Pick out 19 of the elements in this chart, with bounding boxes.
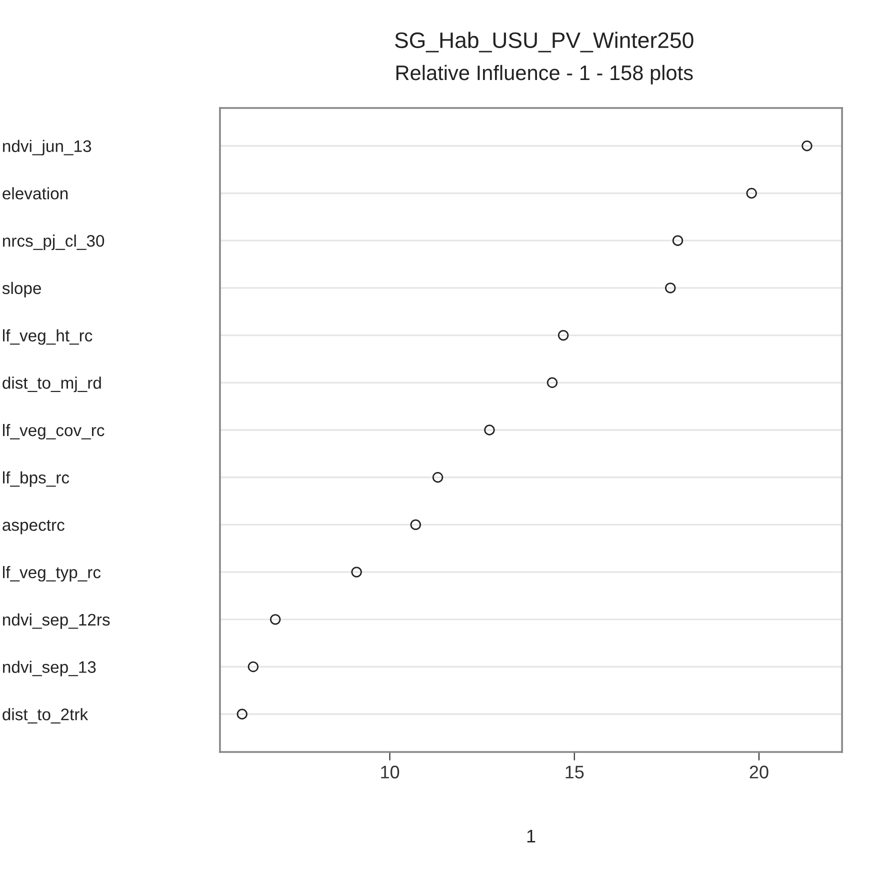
y-tick-label: lf_bps_rc (3, 471, 70, 487)
y-tick-label: ndvi_sep_13 (3, 660, 96, 676)
y-tick-label: ndvi_sep_12rs (3, 613, 110, 629)
y-tick-label: lf_veg_typ_rc (3, 566, 101, 582)
y-tick-label: nrcs_pj_cl_30 (3, 234, 104, 250)
x-tick-label: 20 (750, 766, 768, 778)
y-tick-label: aspectrc (2, 520, 64, 534)
chart-subtitle: Relative Influence - 1 - 158 plots (396, 64, 693, 84)
chart-title: SG_Hab_USU_PV_Winter250 (395, 32, 694, 52)
y-tick-label: lf_veg_cov_rc (3, 424, 104, 440)
y-tick-label: dist_to_mj_rd (2, 376, 101, 392)
x-tick-label: 15 (566, 766, 584, 778)
y-tick-label: ndvi_jun_13 (3, 140, 92, 156)
x-tick-label: 10 (381, 766, 400, 778)
y-tick-label: dist_to_2trk (2, 708, 88, 724)
y-tick-label: slope (2, 282, 42, 298)
y-tick-label: elevation (2, 187, 68, 200)
y-tick-label: lf_veg_ht_rc (3, 329, 92, 345)
x-axis-title: 1 (527, 830, 536, 842)
